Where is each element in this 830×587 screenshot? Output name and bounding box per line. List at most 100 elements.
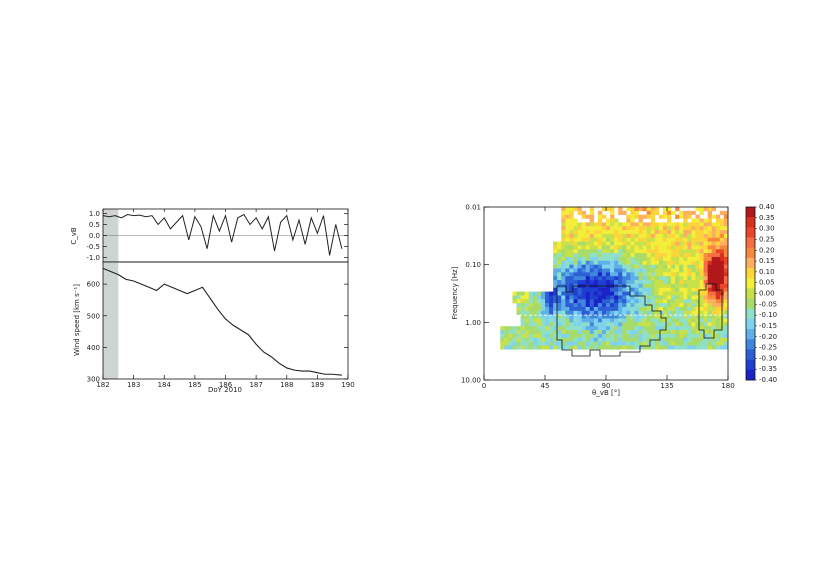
heatmap-cell xyxy=(711,207,717,212)
heatmap-cell xyxy=(520,299,525,304)
heatmap-cell xyxy=(679,237,684,242)
wind-x-axis-label: DoY 2010 xyxy=(208,386,242,394)
heatmap-cell xyxy=(634,222,639,227)
heatmap-cell xyxy=(695,256,700,262)
heatmap-cell xyxy=(504,337,509,342)
heatmap-cell xyxy=(585,253,591,258)
heatmap-cell xyxy=(723,341,729,346)
heatmap-cell xyxy=(557,326,562,331)
heatmap-cell xyxy=(577,237,582,242)
colorbar-swatch xyxy=(746,298,755,310)
heatmap-cell xyxy=(679,241,684,246)
heatmap-cell xyxy=(699,222,704,227)
heatmap-cell xyxy=(520,314,525,319)
heatmap-cell xyxy=(699,314,704,319)
heatmap-cell xyxy=(573,291,578,296)
heatmap-cell xyxy=(597,330,603,335)
heatmap-cell xyxy=(667,226,672,231)
heatmap-cell xyxy=(622,345,627,350)
heatmap-cell xyxy=(679,306,684,312)
heatmap-cell xyxy=(573,230,578,235)
heatmap-cell xyxy=(679,230,684,235)
heatmap-cell xyxy=(561,264,566,269)
heatmap-cell xyxy=(638,226,643,231)
heatmap-cell xyxy=(707,237,713,242)
heatmap-cell xyxy=(642,283,647,289)
heatmap-cell xyxy=(610,299,615,304)
heatmap-cell xyxy=(703,314,708,319)
heatmap-cell xyxy=(691,253,696,258)
heatmap-cell xyxy=(553,330,558,335)
heatmap-cell xyxy=(549,299,554,304)
heatmap-cell xyxy=(569,337,574,342)
heatmap-cell xyxy=(524,310,530,315)
heatmap-cell xyxy=(719,256,725,262)
heatmap-cell xyxy=(699,326,704,331)
heatmap-y-tick-label: 10.00 xyxy=(461,377,481,385)
heatmap-cell xyxy=(553,341,558,346)
heatmap-cell xyxy=(723,306,729,312)
heatmap-cell xyxy=(545,318,550,323)
heatmap-cell xyxy=(691,268,696,273)
heatmap-cell xyxy=(723,283,729,289)
heatmap-cell xyxy=(606,230,611,235)
heatmap-cell xyxy=(634,291,639,296)
heatmap-cell xyxy=(536,295,542,300)
cvb-y-axis-label: C_vB xyxy=(70,227,78,245)
heatmap-cell xyxy=(691,295,696,300)
heatmap-x-tick-label: 0 xyxy=(482,382,486,390)
heatmap-cell xyxy=(638,264,643,269)
heatmap-cell xyxy=(520,303,525,308)
colorbar-label: 0.40 xyxy=(759,203,775,211)
heatmap-cell xyxy=(614,245,619,250)
heatmap-cell xyxy=(679,287,684,292)
heatmap-cell xyxy=(626,230,631,235)
heatmap-cell xyxy=(606,337,611,342)
heatmap-cell xyxy=(626,306,631,312)
heatmap-cell xyxy=(557,253,562,258)
heatmap-cell xyxy=(695,226,700,231)
heatmap-cell xyxy=(687,272,692,277)
heatmap-cell xyxy=(536,310,542,315)
heatmap-cell xyxy=(638,233,643,239)
heatmap-cell xyxy=(646,226,652,231)
heatmap-cell xyxy=(610,268,615,273)
heatmap-cell xyxy=(695,314,700,319)
heatmap-cell xyxy=(569,249,574,254)
heatmap-cell xyxy=(545,326,550,331)
heatmap-cell xyxy=(622,318,627,323)
heatmap-cell xyxy=(683,291,688,296)
cvb-panel: 1.00.50.0-0.5-1.0 C_vB xyxy=(70,208,349,263)
heatmap-cell xyxy=(618,233,623,239)
heatmap-cell xyxy=(630,245,635,250)
heatmap-cell xyxy=(638,222,643,227)
heatmap-cell xyxy=(593,322,599,327)
heatmap-cell xyxy=(642,291,647,296)
heatmap-cell xyxy=(540,303,546,308)
heatmap-cell xyxy=(557,260,562,265)
heatmap-cell xyxy=(573,237,578,242)
heatmap-cell xyxy=(569,326,574,331)
colorbar-label: -0.35 xyxy=(759,365,777,373)
heatmap-cell xyxy=(667,237,672,242)
heatmap-cell xyxy=(687,283,692,289)
heatmap-cell xyxy=(569,207,574,212)
heatmap-cell xyxy=(711,276,717,281)
heatmap-cell xyxy=(606,260,611,265)
heatmap-cell xyxy=(585,287,591,292)
heatmap-cell xyxy=(699,272,704,277)
heatmap-cell xyxy=(618,299,623,304)
heatmap-cell xyxy=(614,326,619,331)
heatmap-cell xyxy=(699,260,704,265)
heatmap-cell xyxy=(723,214,729,219)
heatmap-cell xyxy=(500,345,505,350)
heatmap-cell xyxy=(601,314,607,319)
heatmap-cell xyxy=(723,272,729,277)
heatmap-cell xyxy=(699,295,704,300)
heatmap-cell xyxy=(679,345,684,350)
heatmap-contour-left xyxy=(556,285,667,357)
heatmap-cell xyxy=(703,222,708,227)
heatmap-cell xyxy=(565,207,570,212)
heatmap-cell xyxy=(691,337,696,342)
heatmap-cell xyxy=(581,287,586,292)
